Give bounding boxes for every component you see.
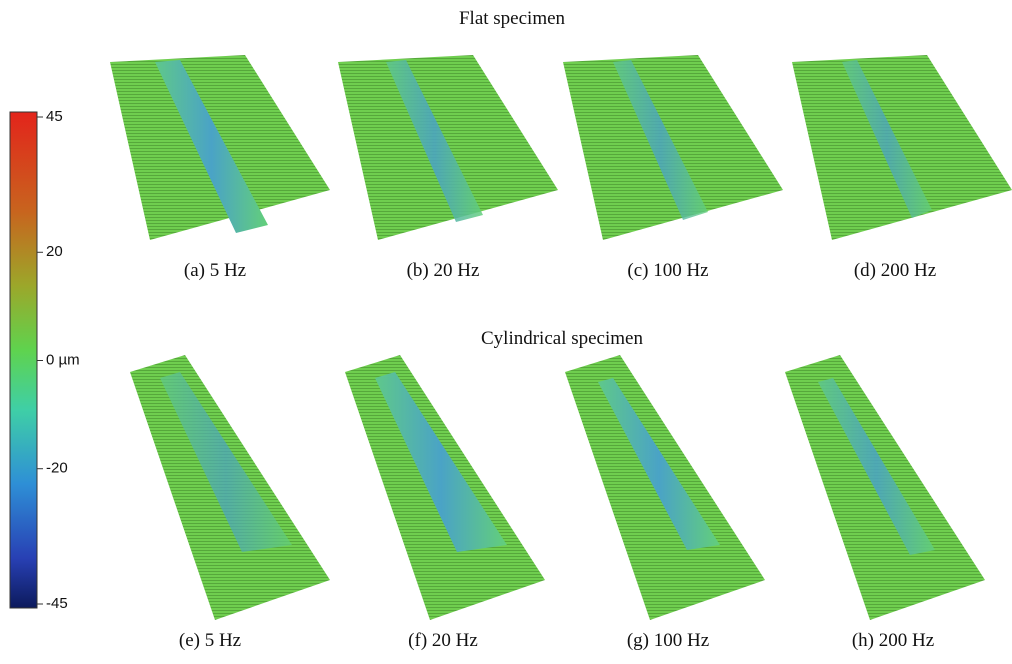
panel-caption: (e) 5 Hz bbox=[179, 630, 241, 651]
panel-caption: (g) 100 Hz bbox=[627, 630, 709, 651]
row-title: Cylindrical specimen bbox=[481, 328, 643, 349]
surface bbox=[130, 355, 330, 620]
panel-caption: (f) 20 Hz bbox=[408, 630, 478, 651]
panel-caption: (a) 5 Hz bbox=[184, 260, 246, 281]
panel-caption: (h) 200 Hz bbox=[852, 630, 934, 651]
surface bbox=[565, 355, 765, 620]
panel-caption: (d) 200 Hz bbox=[854, 260, 936, 281]
surface bbox=[785, 355, 985, 620]
surface bbox=[338, 55, 558, 240]
surface bbox=[345, 355, 545, 620]
colorbar-tick-label: 45 bbox=[46, 108, 63, 125]
surface bbox=[563, 55, 783, 240]
colorbar-tick-label: -45 bbox=[46, 595, 68, 612]
colorbar-tick-label: 0 µm bbox=[46, 351, 80, 368]
colorbar-tick-label: -20 bbox=[46, 460, 68, 477]
panel-caption: (b) 20 Hz bbox=[407, 260, 480, 281]
colorbar bbox=[9, 111, 38, 609]
surface bbox=[792, 55, 1012, 240]
row-title: Flat specimen bbox=[459, 8, 566, 29]
panel-caption: (c) 100 Hz bbox=[627, 260, 708, 281]
colorbar-tick-label: 20 bbox=[46, 243, 63, 260]
surface bbox=[110, 55, 330, 240]
